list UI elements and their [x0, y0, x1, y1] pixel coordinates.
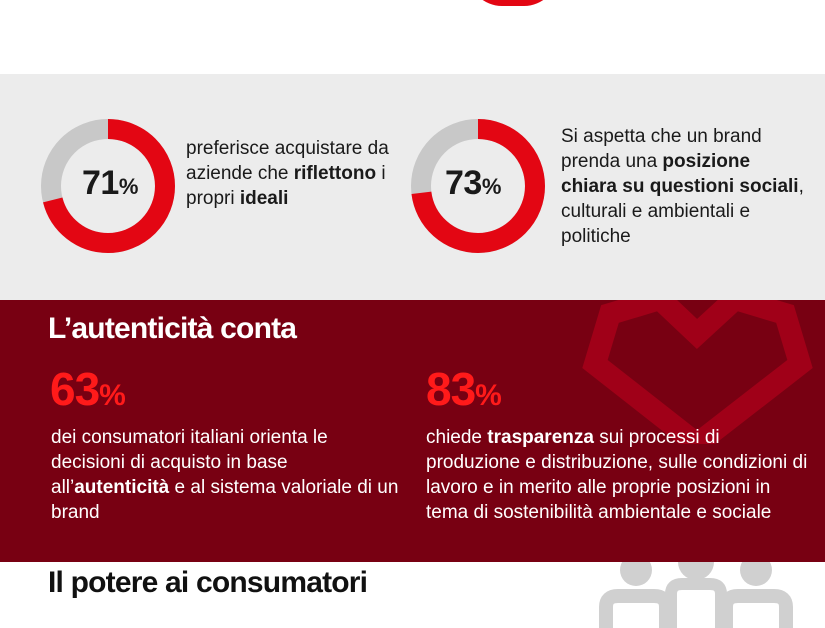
- stat-value-73: 73%: [445, 164, 501, 202]
- donut-chart-71: [41, 119, 175, 253]
- stat-description-73: Si aspetta che un brand prenda una posiz…: [561, 126, 804, 247]
- authenticity-description-83: chiede trasparenza sui processi di produ…: [426, 427, 808, 523]
- donut-chart-73: [411, 119, 545, 253]
- power-title: Il potere ai consumatori: [48, 566, 368, 599]
- people-icon: [599, 562, 793, 628]
- authenticity-section: L’autenticità conta 63% dei consumatori …: [0, 300, 825, 562]
- authenticity-title: L’autenticità conta: [48, 312, 297, 345]
- stats-section: 71% preferisce acquistare da aziende che…: [0, 74, 825, 300]
- donut-value-arc: [411, 119, 545, 253]
- heart-icon: [582, 300, 813, 444]
- authenticity-value-83: 83%: [426, 363, 502, 415]
- authenticity-value-63: 63%: [50, 363, 126, 415]
- top-section: [0, 0, 825, 74]
- power-section: Il potere ai consumatori: [0, 562, 825, 628]
- top-donut-fragment: [468, 0, 558, 6]
- stat-description-71: preferisce acquistare da aziende che rif…: [186, 138, 389, 209]
- donut-value-arc: [41, 119, 175, 253]
- authenticity-description-63: dei consumatori italiani orienta le deci…: [51, 427, 399, 523]
- stat-value-71: 71%: [82, 164, 138, 202]
